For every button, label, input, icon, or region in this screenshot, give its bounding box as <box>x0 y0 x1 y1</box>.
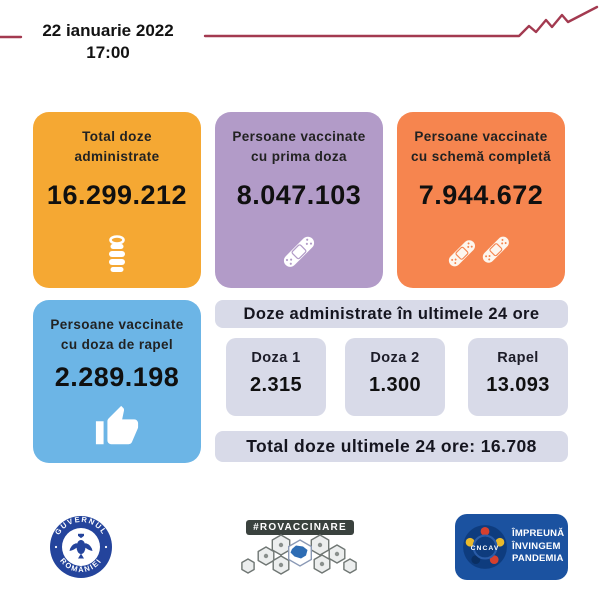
mini-card-value: 1.300 <box>368 374 422 396</box>
cncav-emblem-icon: CNCAV <box>463 525 507 569</box>
trend-line-decoration <box>0 5 599 39</box>
stat-card-total-doses: Total doze administrate 16.299.212 <box>33 112 201 288</box>
government-of-romania-seal: GUVERNUL ROMÂNIEI <box>50 515 112 578</box>
dose2-mini-card: Doza 2 1.300 <box>345 338 445 416</box>
card-title: Persoane vaccinate cu prima doza <box>232 129 366 164</box>
mini-card-label: Doza 2 <box>370 350 420 366</box>
last24-total-bar: Total doze ultimele 24 ore: 16.708 <box>215 431 568 462</box>
vial-icon <box>102 225 132 275</box>
stat-card-booster: Persoane vaccinate cu doza de rapel 2.28… <box>33 300 201 463</box>
mini-card-value: 13.093 <box>486 374 550 396</box>
thumbs-up-icon <box>94 400 140 450</box>
dose1-mini-card: Doza 1 2.315 <box>226 338 326 416</box>
cncav-slogan-line: ÎNVINGEM <box>512 540 561 552</box>
rovaccinare-badge: #ROVACCINARE <box>246 520 354 535</box>
mini-card-label: Rapel <box>497 350 539 366</box>
cncav-slogan-line: ÎMPREUNĂ <box>512 528 565 540</box>
romania-map-icon <box>290 545 308 559</box>
bandage-icon <box>271 225 327 275</box>
eagle-crest-icon <box>69 533 93 559</box>
report-date: 22 ianuarie 2022 <box>42 21 174 40</box>
rovaccinare-logo: #ROVACCINARE <box>233 517 367 535</box>
booster-mini-card: Rapel 13.093 <box>468 338 568 416</box>
mini-card-label: Doza 1 <box>251 350 301 366</box>
mini-card-value: 2.315 <box>249 374 303 396</box>
card-value: 7.944.672 <box>418 180 544 211</box>
card-title: Persoane vaccinate cu doza de rapel <box>50 317 184 352</box>
card-value: 2.289.198 <box>54 361 180 392</box>
report-datetime: 22 ianuarie 2022 17:00 <box>38 20 178 64</box>
cncav-slogan: ÎMPREUNĂ ÎNVINGEM PANDEMIA <box>512 528 564 565</box>
card-value: 8.047.103 <box>236 180 362 211</box>
cncav-logo: CNCAV ÎMPREUNĂ ÎNVINGEM PANDEMIA <box>455 514 568 580</box>
cncav-slogan-line: PANDEMIA <box>512 553 564 565</box>
stat-card-first-dose: Persoane vaccinate cu prima doza 8.047.1… <box>215 112 383 288</box>
card-value: 16.299.212 <box>46 180 188 211</box>
card-title: Persoane vaccinate cu schemă completă <box>410 129 551 164</box>
report-time: 17:00 <box>86 43 130 63</box>
hexagon-cluster-icon <box>241 534 357 575</box>
double-bandage-icon <box>438 225 524 275</box>
stat-card-full-scheme: Persoane vaccinate cu schemă completă 7.… <box>397 112 565 288</box>
last24-header-bar: Doze administrate în ultimele 24 ore <box>215 300 568 328</box>
card-title: Total doze administrate <box>74 129 160 164</box>
cncav-acronym: CNCAV <box>471 545 500 552</box>
